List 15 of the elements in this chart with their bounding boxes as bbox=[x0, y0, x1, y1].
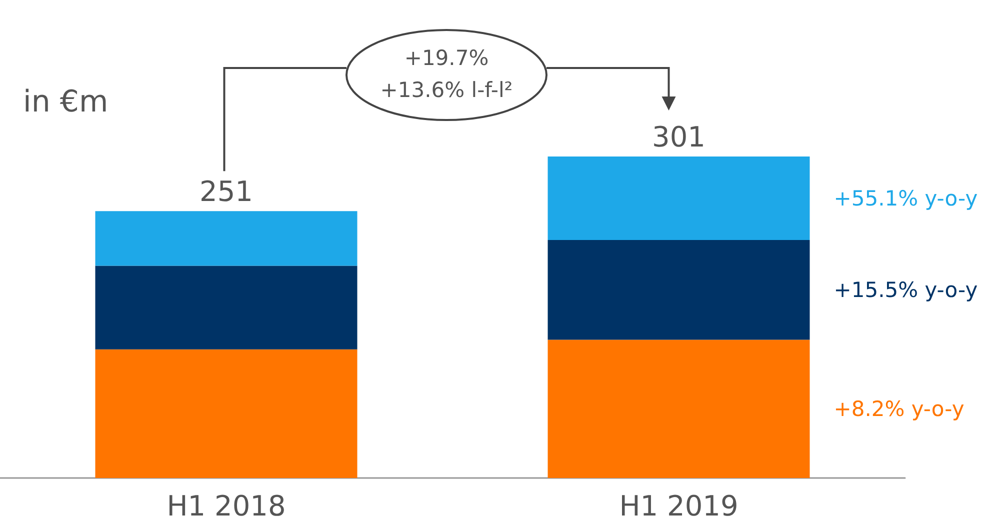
series-label: +8.2% y-o-y bbox=[834, 396, 964, 421]
annotation: 251 bbox=[200, 175, 253, 208]
x-tick-label: H1 2018 bbox=[166, 490, 286, 522]
bar bbox=[548, 340, 810, 478]
annotation: 301 bbox=[652, 120, 706, 154]
text: +19.7% +13.6% l-f-l² bbox=[379, 45, 514, 104]
bar bbox=[95, 211, 358, 266]
x-tick-label: H1 2019 bbox=[619, 490, 738, 522]
bar bbox=[95, 349, 358, 478]
bar bbox=[548, 240, 810, 340]
bar bbox=[548, 156, 810, 240]
bar bbox=[95, 266, 358, 350]
series-label: +55.1% y-o-y bbox=[834, 186, 978, 210]
y-axis-title: in €m bbox=[23, 84, 108, 120]
series-label: +15.5% y-o-y bbox=[834, 278, 978, 302]
